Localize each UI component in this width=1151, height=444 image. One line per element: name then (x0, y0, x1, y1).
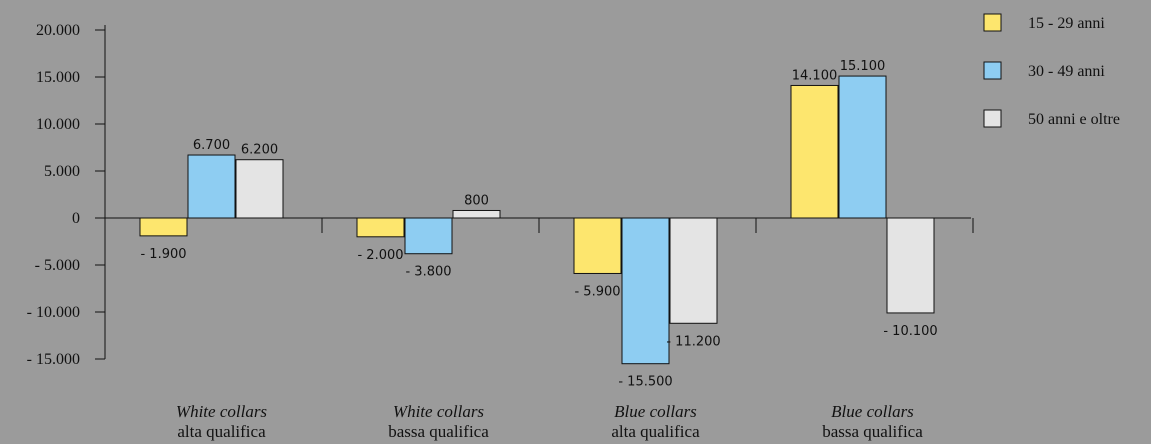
data-label: - 2.000 (357, 248, 403, 263)
category-label-line2: bassa qualifica (822, 422, 923, 441)
legend: 15 - 29 anni 30 - 49 anni 50 anni e oltre (983, 13, 1120, 128)
category-label-line1: Blue collars (614, 402, 697, 421)
legend-label: 15 - 29 anni (1028, 15, 1105, 32)
bar (886, 217, 935, 314)
category-label-line2: alta qualifica (177, 422, 266, 441)
legend-swatch (983, 13, 1002, 32)
legend-label: 50 anni e oltre (1028, 111, 1120, 128)
bar (356, 217, 405, 238)
y-tick-label: - 15.000 (27, 351, 80, 368)
category-label-line1: White collars (176, 402, 268, 421)
y-tick-label: 20.000 (36, 22, 80, 39)
bar (187, 154, 236, 219)
data-label: - 1.900 (140, 247, 186, 262)
y-tick-label: 10.000 (36, 116, 80, 133)
data-label: 800 (464, 193, 489, 208)
legend-swatch (983, 61, 1002, 80)
data-labels: - 1.900 6.700 6.200 - 2.000- 3.800 800 - 5.90… (140, 59, 937, 390)
category-label-line1: Blue collars (831, 402, 914, 421)
bar (452, 209, 501, 219)
bar (669, 217, 718, 324)
bar (235, 159, 284, 219)
data-label: - 10.100 (883, 324, 937, 339)
y-tick-label: 0 (72, 210, 80, 227)
y-tick-label: - 5.000 (35, 257, 80, 274)
bar (139, 217, 188, 237)
bar (573, 217, 622, 274)
data-label: - 3.800 (405, 265, 451, 280)
bars (139, 75, 935, 365)
category-label-line2: bassa qualifica (388, 422, 489, 441)
data-label: 6.200 (241, 143, 278, 158)
legend-label: 30 - 49 anni (1028, 63, 1105, 80)
y-tick-label: 5.000 (44, 163, 80, 180)
y-tick-label: - 10.000 (27, 304, 80, 321)
legend-swatch (983, 109, 1002, 128)
data-label: 6.700 (193, 138, 230, 153)
category-label-line1: White collars (393, 402, 485, 421)
bar (838, 75, 887, 219)
y-tick-label: 15.000 (36, 69, 80, 86)
data-label: - 5.900 (574, 284, 620, 299)
bar (790, 84, 839, 219)
data-label: - 11.200 (666, 334, 720, 349)
category-label-line2: alta qualifica (611, 422, 700, 441)
data-label: 15.100 (840, 59, 886, 74)
bar (621, 217, 670, 365)
data-label: - 15.500 (618, 375, 672, 390)
data-label: 14.100 (792, 68, 838, 83)
bar (404, 217, 453, 255)
